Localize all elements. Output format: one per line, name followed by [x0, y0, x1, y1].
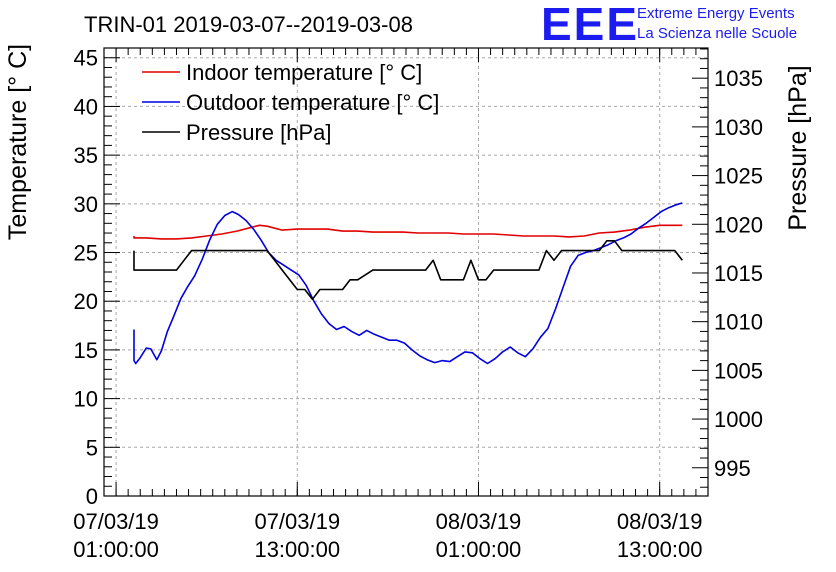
x-tick-label-date: 08/03/19 [436, 509, 522, 534]
series-pressure-line [133, 240, 683, 301]
x-tick-label-date: 07/03/19 [73, 509, 159, 534]
legend: Indoor temperature [° C] Outdoor tempera… [142, 60, 439, 145]
x-axis: 07/03/19 01:00:00 07/03/19 13:00:00 08/03/19… [73, 48, 703, 562]
y-axis-right: 995 1000 1005 1010 1015 1020 1025 1030 1035 [692, 48, 763, 488]
series-indoor-temperature-line [133, 224, 683, 240]
y2-tick-label: 1025 [714, 164, 763, 189]
series-layer [133, 202, 683, 365]
y-tick-label: 40 [74, 94, 98, 119]
x-tick-label-time: 13:00:00 [254, 537, 340, 562]
y2-tick-label: 1000 [714, 407, 763, 432]
y-axis-left: 0 5 10 15 20 25 30 35 40 45 [74, 46, 120, 509]
y-tick-label: 20 [74, 289, 98, 314]
y-tick-label: 30 [74, 192, 98, 217]
x-tick-label-date: 07/03/19 [254, 509, 340, 534]
y-tick-label: 5 [86, 435, 98, 460]
y-tick-label: 45 [74, 46, 98, 71]
y2-tick-label: 1020 [714, 212, 763, 237]
x-tick-label-time: 13:00:00 [617, 537, 703, 562]
y2-tick-label: 1015 [714, 261, 763, 286]
x-tick-label-time: 01:00:00 [73, 537, 159, 562]
legend-label-outdoor: Outdoor temperature [° C] [186, 90, 439, 115]
series-outdoor-temperature-line [133, 202, 683, 365]
y2-tick-label: 995 [714, 456, 751, 481]
y-tick-label: 35 [74, 143, 98, 168]
y-tick-label: 10 [74, 387, 98, 412]
plot-frame [103, 47, 709, 497]
x-tick-label-date: 08/03/19 [617, 509, 703, 534]
legend-label-pressure: Pressure [hPa] [186, 120, 332, 145]
eee-logo: EEE Extreme Energy Events La Scienza nel… [541, 0, 797, 50]
y-tick-label: 0 [86, 484, 98, 509]
y2-tick-label: 1035 [714, 66, 763, 91]
eee-logo-mark: EEE [541, 0, 639, 50]
y-tick-label: 25 [74, 241, 98, 266]
chart-title: TRIN-01 2019-03-07--2019-03-08 [84, 12, 413, 37]
y2-tick-label: 1005 [714, 358, 763, 383]
eee-logo-line1: Extreme Energy Events [637, 5, 795, 22]
y2-tick-label: 1030 [714, 115, 763, 140]
eee-logo-line2: La Scienza nelle Scuole [637, 25, 797, 42]
y-tick-label: 15 [74, 338, 98, 363]
y2-tick-label: 1010 [714, 310, 763, 335]
x-tick-label-time: 01:00:00 [436, 537, 522, 562]
y2-axis-label: Pressure [hPa] [784, 65, 812, 230]
grid-lines [104, 48, 708, 497]
legend-label-indoor: Indoor temperature [° C] [186, 60, 422, 85]
y-axis-label: Temperature [° C] [4, 44, 32, 240]
